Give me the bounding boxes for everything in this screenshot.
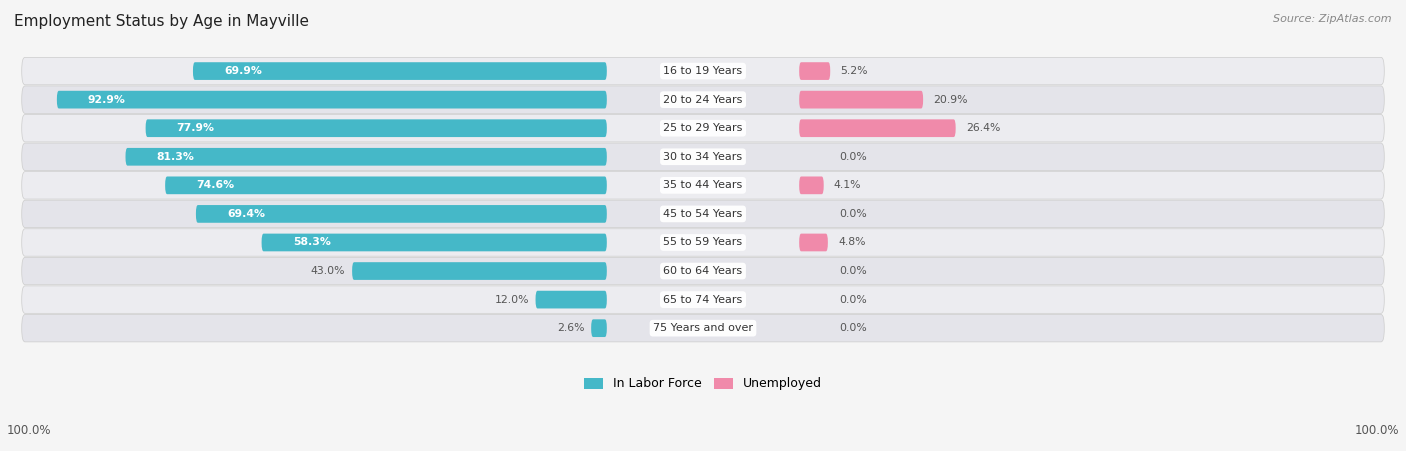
Text: 0.0%: 0.0% bbox=[839, 152, 868, 162]
Text: 75 Years and over: 75 Years and over bbox=[652, 323, 754, 333]
FancyBboxPatch shape bbox=[21, 172, 1385, 199]
FancyBboxPatch shape bbox=[262, 234, 607, 251]
Text: 20 to 24 Years: 20 to 24 Years bbox=[664, 95, 742, 105]
FancyBboxPatch shape bbox=[799, 176, 824, 194]
FancyBboxPatch shape bbox=[799, 62, 830, 80]
FancyBboxPatch shape bbox=[799, 91, 924, 109]
FancyBboxPatch shape bbox=[195, 205, 607, 223]
Text: 4.8%: 4.8% bbox=[838, 238, 866, 248]
Text: 4.1%: 4.1% bbox=[834, 180, 862, 190]
Text: 58.3%: 58.3% bbox=[292, 238, 330, 248]
Text: 12.0%: 12.0% bbox=[495, 295, 529, 304]
Text: 35 to 44 Years: 35 to 44 Years bbox=[664, 180, 742, 190]
FancyBboxPatch shape bbox=[21, 143, 1385, 170]
Text: 69.9%: 69.9% bbox=[224, 66, 262, 76]
FancyBboxPatch shape bbox=[125, 148, 607, 166]
Text: 74.6%: 74.6% bbox=[197, 180, 235, 190]
Text: 0.0%: 0.0% bbox=[839, 209, 868, 219]
Text: 65 to 74 Years: 65 to 74 Years bbox=[664, 295, 742, 304]
FancyBboxPatch shape bbox=[799, 234, 828, 251]
Text: Source: ZipAtlas.com: Source: ZipAtlas.com bbox=[1274, 14, 1392, 23]
Text: 69.4%: 69.4% bbox=[226, 209, 264, 219]
FancyBboxPatch shape bbox=[21, 200, 1385, 228]
Text: 100.0%: 100.0% bbox=[7, 424, 52, 437]
Text: 30 to 34 Years: 30 to 34 Years bbox=[664, 152, 742, 162]
Text: 5.2%: 5.2% bbox=[841, 66, 868, 76]
Text: 81.3%: 81.3% bbox=[156, 152, 194, 162]
FancyBboxPatch shape bbox=[21, 286, 1385, 313]
Text: 0.0%: 0.0% bbox=[839, 295, 868, 304]
Text: 43.0%: 43.0% bbox=[311, 266, 346, 276]
FancyBboxPatch shape bbox=[193, 62, 607, 80]
Text: 100.0%: 100.0% bbox=[1354, 424, 1399, 437]
Text: Employment Status by Age in Mayville: Employment Status by Age in Mayville bbox=[14, 14, 309, 28]
Text: 45 to 54 Years: 45 to 54 Years bbox=[664, 209, 742, 219]
FancyBboxPatch shape bbox=[21, 57, 1385, 85]
Text: 16 to 19 Years: 16 to 19 Years bbox=[664, 66, 742, 76]
FancyBboxPatch shape bbox=[21, 314, 1385, 342]
FancyBboxPatch shape bbox=[165, 176, 607, 194]
Text: 60 to 64 Years: 60 to 64 Years bbox=[664, 266, 742, 276]
FancyBboxPatch shape bbox=[352, 262, 607, 280]
Text: 20.9%: 20.9% bbox=[934, 95, 967, 105]
Text: 0.0%: 0.0% bbox=[839, 266, 868, 276]
Text: 2.6%: 2.6% bbox=[557, 323, 585, 333]
Text: 77.9%: 77.9% bbox=[177, 123, 215, 133]
Text: 0.0%: 0.0% bbox=[839, 323, 868, 333]
FancyBboxPatch shape bbox=[146, 120, 607, 137]
Text: 26.4%: 26.4% bbox=[966, 123, 1000, 133]
FancyBboxPatch shape bbox=[21, 86, 1385, 113]
FancyBboxPatch shape bbox=[536, 291, 607, 308]
Text: 92.9%: 92.9% bbox=[89, 95, 127, 105]
Text: 25 to 29 Years: 25 to 29 Years bbox=[664, 123, 742, 133]
Text: 55 to 59 Years: 55 to 59 Years bbox=[664, 238, 742, 248]
FancyBboxPatch shape bbox=[21, 258, 1385, 285]
FancyBboxPatch shape bbox=[799, 120, 956, 137]
Legend: In Labor Force, Unemployed: In Labor Force, Unemployed bbox=[579, 373, 827, 396]
FancyBboxPatch shape bbox=[56, 91, 607, 109]
FancyBboxPatch shape bbox=[591, 319, 607, 337]
FancyBboxPatch shape bbox=[21, 115, 1385, 142]
FancyBboxPatch shape bbox=[21, 229, 1385, 256]
